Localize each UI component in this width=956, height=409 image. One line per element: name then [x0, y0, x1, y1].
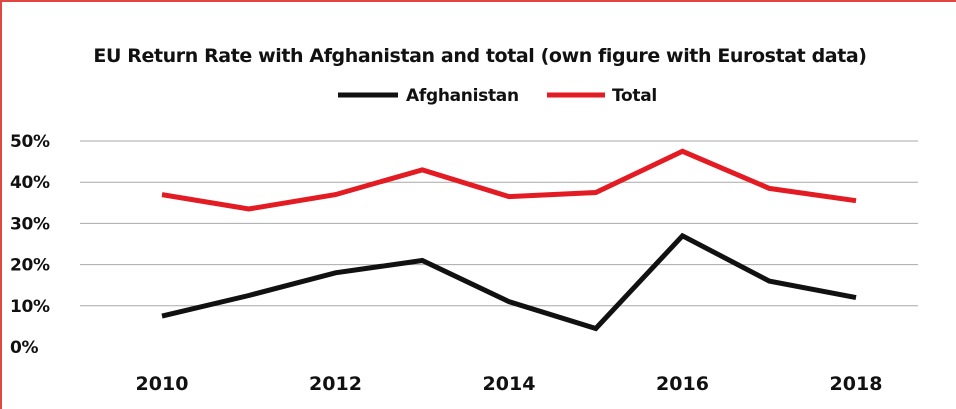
series-lines [161, 148, 857, 332]
y-tick-label: 50% [10, 132, 50, 152]
y-tick-label: 0% [10, 338, 39, 358]
x-tick-label: 2018 [830, 373, 883, 395]
y-tick-label: 10% [10, 297, 50, 317]
x-tick-label: 2014 [483, 373, 536, 395]
legend: Afghanistan Total [338, 86, 657, 106]
legend-label-afghanistan: Afghanistan [406, 86, 519, 106]
series-line-afghanistan [161, 232, 857, 332]
gridlines [80, 140, 918, 307]
y-axis-ticks: 0% 10% 20% 30% 40% 50% [10, 132, 50, 358]
y-tick-label: 40% [10, 173, 50, 193]
x-tick-label: 2010 [136, 373, 189, 395]
y-tick-label: 30% [10, 214, 50, 234]
x-axis-ticks: 2010 2012 2014 2016 2018 [136, 373, 883, 395]
y-tick-label: 20% [10, 256, 50, 276]
chart-title: EU Return Rate with Afghanistan and tota… [93, 45, 866, 67]
legend-label-total: Total [612, 86, 657, 106]
x-tick-label: 2016 [656, 373, 709, 395]
x-tick-label: 2012 [309, 373, 362, 395]
series-line-total [161, 148, 857, 212]
